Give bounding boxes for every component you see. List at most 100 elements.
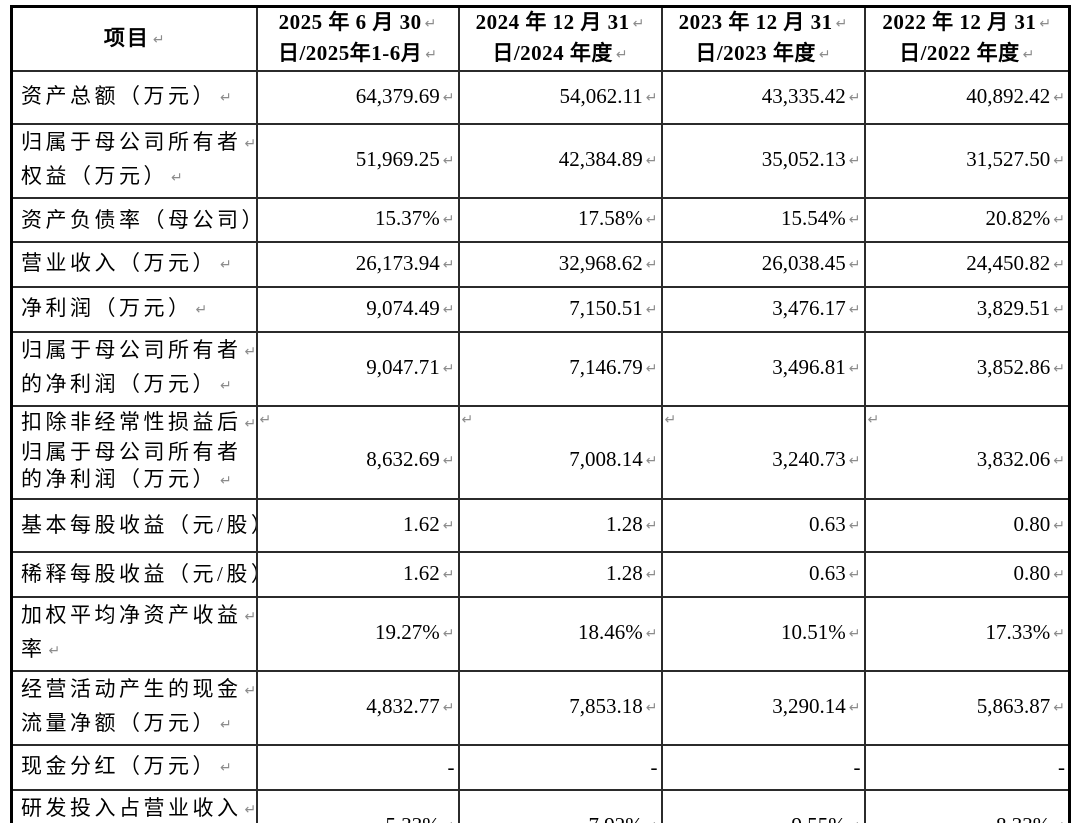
paragraph-mark-icon: ↵ [848,153,861,169]
value-cell: 7,146.79 ↵ [457,331,663,407]
table-row: 基本每股收益（元/股） 1.62 ↵ 1.28 ↵ 0.63 ↵ 0.80 ↵ [10,498,1071,553]
paragraph-mark-icon: ↵ [848,361,861,377]
value-cell: 0.80 ↵ [863,498,1071,553]
value-cell: ↵ 3,832.06 ↵ [863,405,1071,500]
cell-value: 7,146.79 [569,355,643,379]
paragraph-mark-icon: ↵ [818,47,831,63]
value-cell: 9.55%↵ [660,789,866,823]
value-cell: ↵ 3,240.73 ↵ [660,405,866,500]
value-cell: 7,853.18 ↵ [457,670,663,746]
cell-value: 51,969.25 [355,147,440,171]
row-label-line: 加权平均净资产收益 [21,603,242,627]
paragraph-mark-icon: ↵ [632,16,645,32]
value-cell: 15.54% ↵ [660,197,866,243]
row-label-cell: 研发投入占营业收入↵的比例↵ [10,789,258,823]
value-cell: 19.27% ↵ [255,596,460,672]
cell-value: 1.28 [606,511,643,536]
paragraph-mark-icon: ↵ [244,683,257,699]
paragraph-mark-icon: ↵ [1053,517,1065,534]
cell-value: 0.63 [809,511,846,536]
paragraph-mark-icon: ↵ [171,170,183,186]
paragraph-mark-icon: ↵ [645,517,658,534]
cell-value: 31,527.50 [966,147,1051,171]
header-period-line: 2024 年 12 月 31 [475,10,630,34]
cell-value: 15.37% [375,206,440,230]
value-cell: - [660,744,866,791]
empty-paragraph-line: ↵ [664,408,861,431]
value-cell: 18.46% ↵ [457,596,663,672]
cell-value: 4,832.77 [366,694,440,718]
cell-value: 9,047.71 [366,355,440,379]
cell-value: 64,379.69 [355,83,440,108]
paragraph-mark-icon: ↵ [244,609,257,625]
value-cell: 7,150.51 ↵ [457,286,663,333]
row-label-cell: 经营活动产生的现金 ↵ 流量净额（万元） ↵ [10,670,258,746]
value-cell: 51,969.25 ↵ [255,123,460,199]
cell-value: 0.80 [1013,511,1051,536]
paragraph-mark-icon: ↵ [259,412,272,428]
table-row: 研发投入占营业收入↵的比例↵5.33%↵7.92%↵9.55%↵8.33%↵ [10,789,1071,823]
cell-value: 9.55% [792,813,846,823]
paragraph-mark-icon: ↵ [244,416,257,432]
row-label-cell: 净利润（万元） ↵ [10,286,258,333]
paragraph-mark-icon: ↵ [645,453,658,469]
paragraph-mark-icon: ↵ [835,16,848,32]
value-cell: 26,173.94 ↵ [255,241,460,288]
cell-value: 0.80 [1013,560,1051,585]
header-period-line: 日/2025年1-6月 [277,41,423,65]
header-period-line: 2022 年 12 月 31 [882,10,1037,34]
value-cell: 5,863.87 ↵ [863,670,1071,746]
value-cell: 24,450.82 ↵ [863,241,1071,288]
paragraph-mark-icon: ↵ [442,89,455,106]
cell-value: 8,632.69 [366,447,440,471]
value-cell: 3,290.14 ↵ [660,670,866,746]
value-cell: 1.62 ↵ [255,498,460,553]
row-label-cell: 资产总额（万元） ↵ [10,70,258,125]
paragraph-mark-icon: ↵ [442,700,455,716]
cell-value: 18.46% [578,620,643,644]
row-label-line: 流量净额（万元） [21,711,217,735]
cell-value: 3,852.86 [976,355,1051,379]
row-label-cell: 资产负债率（母公司） [10,197,258,243]
row-label-line: 研发投入占营业收入 [21,796,242,820]
paragraph-mark-icon: ↵ [848,256,861,273]
row-label-line: 营业收入（万元） [21,250,217,275]
value-cell: 7.92%↵ [457,789,663,823]
paragraph-mark-icon: ↵ [848,700,861,716]
row-label-line: 权益（万元） [21,164,168,188]
paragraph-mark-icon: ↵ [1053,626,1065,642]
row-label-line: 归属于母公司所有者 [21,130,242,154]
paragraph-mark-icon: ↵ [867,412,880,428]
paragraph-mark-icon: ↵ [244,136,257,152]
row-label-line: 的净利润（万元） [21,467,217,491]
value-cell: 0.63 ↵ [660,498,866,553]
value-cell: 3,852.86 ↵ [863,331,1071,407]
value-cell: 3,476.17 ↵ [660,286,866,333]
paragraph-mark-icon: ↵ [1053,361,1065,377]
table-row: 扣除非经常性损益后 ↵ 归属于母公司所有者 的净利润（万元） ↵ ↵ 8,632.69 ↵ ↵ 7… [10,405,1071,500]
paragraph-mark-icon: ↵ [646,819,658,823]
paragraph-mark-icon: ↵ [848,89,861,106]
table-row: 现金分红（万元） ↵ - - - - [10,744,1071,791]
paragraph-mark-icon: ↵ [1053,700,1065,716]
value-cell: 17.58% ↵ [457,197,663,243]
paragraph-mark-icon: ↵ [244,802,257,818]
row-label-line: 现金分红（万元） [21,753,217,778]
paragraph-mark-icon: ↵ [645,89,658,106]
table-row: 资产负债率（母公司） 15.37% ↵ 17.58% ↵ 15.54% ↵ 20.82% ↵ [10,197,1071,243]
header-period-line: 2023 年 12 月 31 [678,10,833,34]
paragraph-mark-icon: ↵ [442,153,455,169]
paragraph-mark-icon: ↵ [1053,566,1065,583]
paragraph-mark-icon: ↵ [645,256,658,273]
value-cell: 31,527.50 ↵ [863,123,1071,199]
cell-value: 3,290.14 [772,694,846,718]
value-cell: 64,379.69 ↵ [255,70,460,125]
cell-value: 5,863.87 [976,694,1051,718]
value-cell: 1.28 ↵ [457,551,663,598]
header-item-label: 项目 [103,25,150,50]
paragraph-mark-icon: ↵ [220,473,232,489]
paragraph-mark-icon: ↵ [848,212,861,228]
cell-value: - [650,755,658,779]
cell-value: 3,476.17 [772,295,846,320]
table-row: 经营活动产生的现金 ↵ 流量净额（万元） ↵ 4,832.77 ↵ 7,853.18 ↵ 3,2… [10,670,1071,746]
